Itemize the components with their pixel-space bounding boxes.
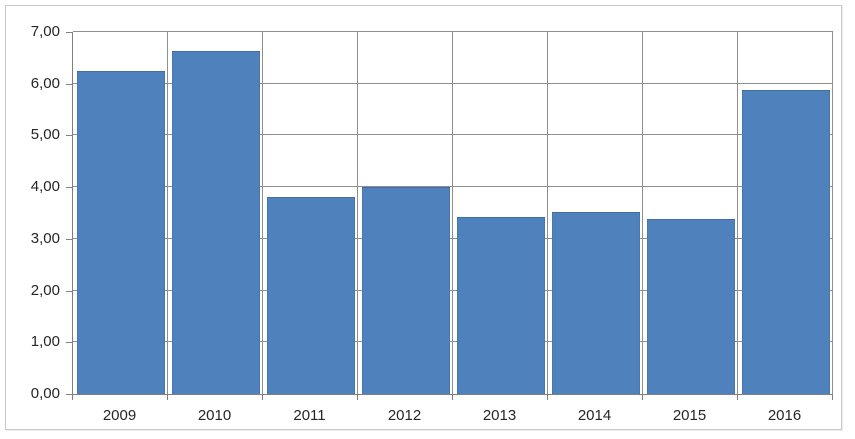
bar-2014[interactable] xyxy=(551,212,640,394)
vertical-gridline xyxy=(357,32,358,394)
x-axis-tick xyxy=(547,395,548,400)
y-tick-label-3_00: 3,00 xyxy=(30,229,60,247)
y-tick-label-0_00: 0,00 xyxy=(30,385,60,402)
x-tick-label-2016: 2016 xyxy=(767,407,802,424)
y-axis-tick xyxy=(66,238,72,240)
x-tick-label-2013: 2013 xyxy=(482,407,517,424)
bar-2016[interactable] xyxy=(741,90,830,394)
y-axis-tick xyxy=(66,290,72,292)
vertical-gridline xyxy=(262,32,263,394)
bar-2013[interactable] xyxy=(456,216,545,394)
horizontal-gridline xyxy=(73,186,833,188)
x-axis-tick xyxy=(642,395,643,400)
y-tick-label-7_00: 7,00 xyxy=(30,23,60,40)
bar-2010[interactable] xyxy=(171,51,260,394)
y-axis-tick xyxy=(66,135,72,137)
vertical-gridline xyxy=(452,32,453,394)
x-tick-label-2010: 2010 xyxy=(197,407,232,424)
x-tick-label-2014: 2014 xyxy=(577,407,612,424)
x-axis-tick xyxy=(72,395,73,400)
vertical-gridline xyxy=(547,32,548,394)
x-axis-tick xyxy=(737,395,738,400)
bar-2012[interactable] xyxy=(361,186,450,394)
x-tick-label-2011: 2011 xyxy=(293,407,326,424)
horizontal-gridline xyxy=(73,341,833,343)
x-axis-tick xyxy=(357,395,358,400)
bar-2009[interactable] xyxy=(76,71,165,394)
bar-2015[interactable] xyxy=(646,218,735,394)
y-tick-label-2_00: 2,00 xyxy=(30,281,60,299)
x-axis-tick xyxy=(167,395,168,400)
vertical-gridline xyxy=(832,32,833,394)
x-axis-tick xyxy=(452,395,453,400)
x-tick-label-2009: 2009 xyxy=(102,407,137,424)
y-tick-label-4_00: 4,00 xyxy=(30,178,60,196)
vertical-gridline xyxy=(167,32,168,394)
y-tick-label-5_00: 5,00 xyxy=(30,126,60,144)
horizontal-gridline xyxy=(73,82,833,84)
vertical-gridline xyxy=(737,32,738,394)
y-tick-label-6_00: 6,00 xyxy=(30,74,60,92)
plot-area xyxy=(72,31,833,395)
x-axis-tick xyxy=(262,395,263,400)
y-axis-tick xyxy=(66,187,72,189)
y-axis-tick xyxy=(66,32,72,33)
y-axis-tick xyxy=(66,83,72,85)
x-axis-tick xyxy=(832,395,833,400)
horizontal-gridline xyxy=(73,31,833,32)
horizontal-gridline xyxy=(73,289,833,291)
bar-2011[interactable] xyxy=(266,196,355,394)
vertical-gridline xyxy=(642,32,643,394)
x-tick-label-2015: 2015 xyxy=(672,407,707,424)
y-axis-tick xyxy=(66,342,72,344)
x-tick-label-2012: 2012 xyxy=(387,407,422,424)
horizontal-gridline xyxy=(73,237,833,239)
y-axis-tick xyxy=(66,394,72,395)
y-tick-label-1_00: 1,00 xyxy=(30,333,60,351)
chart-frame: 0,00 1,00 2,00 3,00 4,00 5,00 6,00 7,00 2009 201… xyxy=(5,5,842,430)
horizontal-gridline xyxy=(73,134,833,136)
